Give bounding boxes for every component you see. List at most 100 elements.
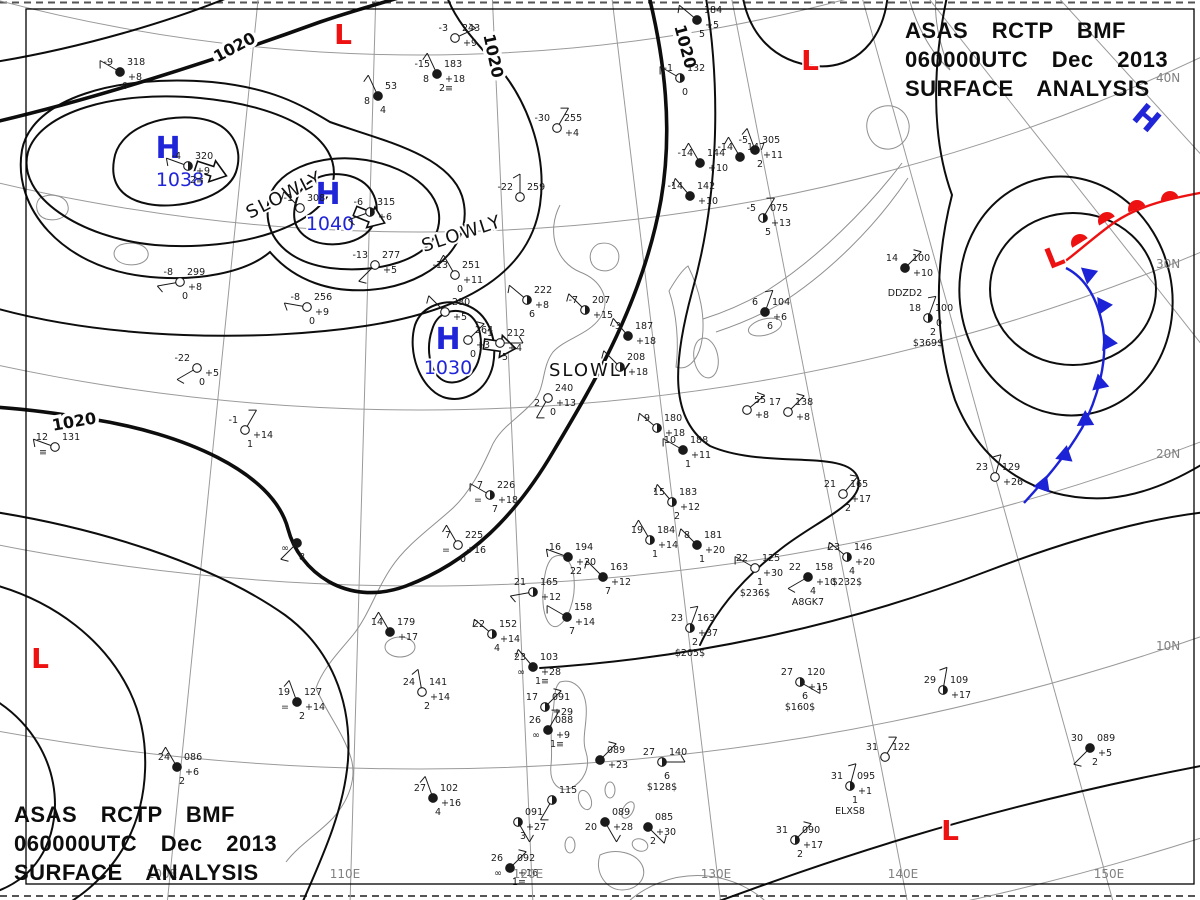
station-weather: = — [474, 495, 482, 506]
low-symbol: L — [801, 44, 819, 77]
station-ship-id: DDZD2 — [888, 288, 923, 299]
station-temperature: -13 — [432, 260, 448, 271]
station-tendency: +37 — [698, 628, 718, 639]
station-tendency: +18 — [636, 336, 656, 347]
station-extra: 0 — [682, 87, 688, 98]
station-tendency: 0 — [936, 318, 942, 329]
station-tendency: +4 — [565, 128, 579, 139]
station-tendency: +16 — [441, 798, 461, 809]
low-symbol: L — [31, 642, 49, 675]
station-temperature: -13 — [352, 250, 368, 261]
station-weather: 20 — [585, 822, 597, 833]
station-circle — [735, 152, 745, 162]
station-plot: -22 +50 — [174, 353, 219, 388]
station-temperature: -3 — [612, 321, 621, 332]
wind-barb-tick — [529, 834, 534, 843]
station-tendency: +18 — [665, 428, 685, 439]
island — [747, 317, 783, 337]
station-extra: 1≡ — [512, 877, 526, 888]
station-temperature: 27 — [643, 747, 655, 758]
station-extra: 0 — [470, 349, 476, 360]
station-circle-half — [657, 423, 662, 433]
station-plot: -14 144 +10 — [677, 142, 728, 174]
isobar-line-principal — [0, 0, 669, 595]
isobar-line — [0, 585, 147, 900]
station-circle — [528, 662, 538, 672]
station-plot: -3 187 +18 — [610, 318, 656, 347]
isobar-line — [958, 175, 1174, 417]
station-weather: = — [442, 545, 450, 556]
station-plot: -1 132 0 — [659, 63, 705, 98]
station-pressure: 255 — [564, 113, 582, 124]
station-ship-id: $160$ — [785, 702, 815, 713]
wind-barb-tick — [796, 393, 805, 397]
wind-barb-tick — [358, 280, 367, 284]
station-plot: 280+5 — [426, 295, 470, 323]
station-temperature: -1 — [484, 328, 493, 339]
station-plot: -1 212 +45 — [484, 328, 526, 363]
coastline — [550, 680, 588, 790]
station-plot: 21 165 +12 — [509, 577, 561, 603]
station-pressure: 183 — [679, 487, 697, 498]
station-pressure: 188 — [690, 435, 708, 446]
station-extra: 2 — [674, 511, 680, 522]
station-temperature: 31 — [776, 825, 788, 836]
station-circle — [563, 552, 573, 562]
product-id: ASAS RCTP BMF — [14, 802, 235, 827]
station-plot: 26 088 +9 ∞ 1≡ — [529, 709, 573, 750]
coastline — [702, 162, 903, 320]
wind-barb-tick — [610, 318, 614, 327]
station-pressure: 120 — [807, 667, 825, 678]
wind-barb-tick — [165, 158, 169, 167]
station-pressure: 208 — [627, 352, 645, 363]
station-temperature: 21 — [514, 577, 526, 588]
wind-barb-tick — [518, 849, 527, 853]
station-temperature: 6 — [752, 297, 758, 308]
station-pressure: 308 — [307, 193, 325, 204]
island — [604, 781, 616, 799]
station-plot: -5 075 +135 — [747, 197, 791, 238]
station-pressure: 090 — [802, 825, 820, 836]
wind-barb-tick — [741, 128, 748, 135]
wind-barb-tick — [419, 776, 426, 783]
latitude-label: 20N — [1156, 447, 1180, 461]
station-ship-id: $369$ — [913, 338, 943, 349]
isobar-line — [677, 0, 860, 646]
station-circle — [385, 627, 395, 637]
station-pressure: 318 — [127, 57, 145, 68]
wind-barb-tick — [1073, 763, 1082, 767]
station-plot: -8 299 +80 — [156, 267, 205, 302]
station-pressure: 129 — [1002, 462, 1020, 473]
station-plot: 222 +86 — [507, 284, 552, 320]
station-temperature: -22 — [497, 182, 513, 193]
station-extra: 0 — [122, 81, 128, 92]
station-pressure: 243 — [462, 23, 480, 34]
station-pressure: 163 — [697, 613, 715, 624]
longitude-label: 100E — [147, 867, 178, 881]
high-symbol: H — [315, 177, 340, 212]
station-pressure: 315 — [377, 197, 395, 208]
station-circle-half — [943, 685, 948, 695]
station-plot: 30 089 +52 — [1071, 733, 1115, 768]
station-plot: -30 255 +4 — [534, 107, 582, 139]
station-circle — [990, 472, 1000, 482]
station-plot: 17 091 +29 — [526, 688, 573, 718]
station-temperature: -5 — [739, 135, 748, 146]
station-pressure: 091 — [525, 807, 543, 818]
movement-arrow — [193, 159, 228, 183]
station-plot: 6 104+66 — [752, 289, 790, 332]
station-tendency: +5 — [205, 368, 219, 379]
station-weather: 2 — [534, 398, 540, 409]
station-plot: 23 163 +372$205$ — [671, 605, 718, 659]
coastline — [866, 105, 910, 150]
wind-barb-tick — [637, 413, 640, 422]
station-weather: ≡ — [39, 447, 47, 458]
station-plot: 24 141 +142 — [403, 668, 450, 712]
station-plot: 115 — [540, 785, 577, 821]
station-plot: -4 320 +92≡ — [165, 151, 213, 186]
station-pressure: 100 — [935, 303, 953, 314]
isobar-line — [935, 0, 1200, 500]
high-pressure-value: 1040 — [306, 213, 354, 235]
